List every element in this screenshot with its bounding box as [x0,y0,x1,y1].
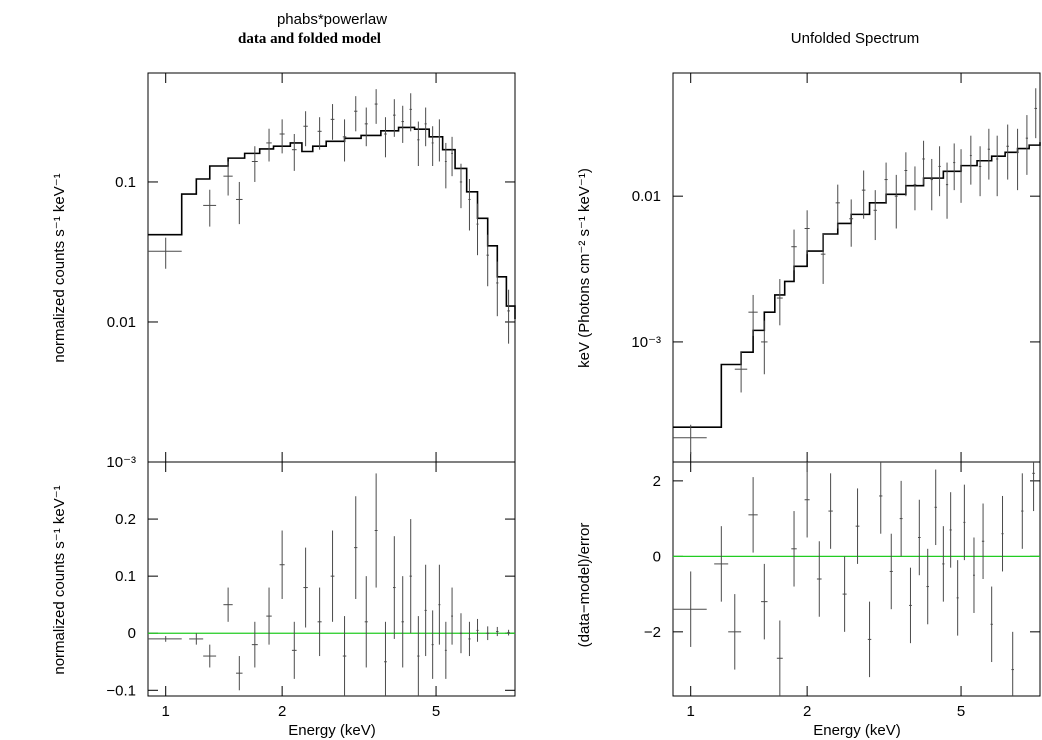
x-tick-label: 2 [803,703,811,720]
x-tick-label: 5 [957,703,965,720]
y-tick-label: −2 [644,624,661,641]
model-step-line [148,126,516,320]
left-chart-subtitle: data and folded model [238,31,381,47]
y-tick-label: 0 [128,625,136,642]
y-tick-label: 0 [653,548,661,565]
x-tick-label: 5 [432,703,440,720]
left-xlabel: Energy (keV) [288,722,376,739]
right-top-ylabel: keV (Photons cm⁻² s⁻¹ keV⁻¹) [576,168,593,368]
right-bottom-ylabel: (data−model)/error [576,523,593,648]
plot-frame [672,461,1041,697]
left-bottom-ylabel: normalized counts s⁻¹ keV⁻¹ [51,485,68,674]
panel-right-top: 10⁻³ 0.01 [631,72,1041,463]
y-tick-label: 0.1 [115,568,136,585]
y-tick-label: 10⁻³ [631,334,661,351]
panel-left-bottom: 1 2 5 −0.1 0 0.1 0.2 [106,461,516,720]
y-tick-label: 0.1 [115,174,136,191]
y-tick-label: 0.01 [632,188,661,205]
y-tick-label: 2 [653,473,661,490]
left-top-ylabel: normalized counts s⁻¹ keV⁻¹ [51,173,68,362]
y-tick-label: 0.01 [107,314,136,331]
x-tick-label: 2 [278,703,286,720]
x-tick-label: 1 [162,703,170,720]
model-step-line [673,142,1041,428]
right-chart-title: Unfolded Spectrum [790,30,920,47]
y-tick-label: 10⁻³ [106,454,136,471]
x-tick-label: 1 [687,703,695,720]
plot-frame [672,72,1041,463]
plot-frame [147,72,516,463]
panel-right-bottom: 1 2 5 −2 0 2 [644,461,1041,720]
y-tick-label: −0.1 [106,682,136,699]
right-xlabel: Energy (keV) [813,722,901,739]
plot-frame [147,461,516,697]
y-tick-label: 0.2 [115,511,136,528]
left-chart-title: phabs*powerlaw [276,11,388,28]
panel-left-top: 10⁻³ 0.01 0.1 [106,72,516,471]
